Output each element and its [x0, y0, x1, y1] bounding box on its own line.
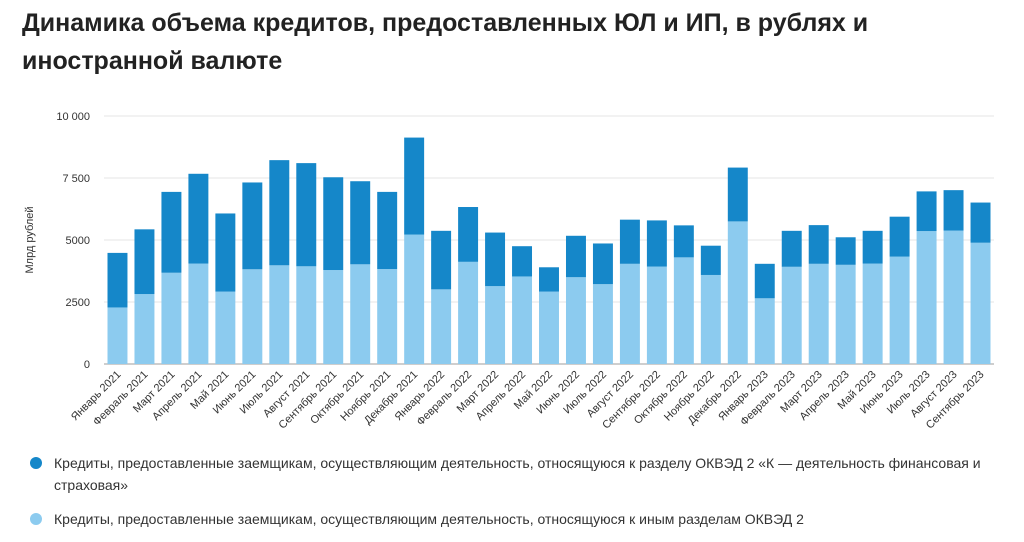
bar-segment-finance	[377, 191, 398, 270]
legend-swatch-other	[30, 513, 42, 525]
bar-segment-other	[404, 234, 425, 364]
bar-segment-finance	[296, 163, 317, 267]
bar-segment-other	[485, 286, 506, 364]
bar-segment-other	[269, 265, 290, 364]
legend-item-other: Кредиты, предоставленные заемщикам, осущ…	[30, 508, 990, 530]
y-tick-label: 10 000	[56, 111, 90, 123]
bar-segment-finance	[862, 230, 883, 264]
bar-segment-finance	[350, 181, 371, 265]
bar-segment-other	[188, 263, 209, 364]
bar-segment-finance	[512, 246, 533, 277]
bar-segment-other	[862, 263, 883, 364]
bar-segment-finance	[970, 202, 991, 243]
bar-segment-other	[512, 276, 533, 364]
bar-segment-finance	[539, 267, 559, 292]
bar-segment-finance	[485, 232, 506, 287]
bar-segment-other	[242, 269, 263, 364]
bar-segment-finance	[835, 237, 856, 265]
bar-segment-finance	[943, 190, 964, 231]
bar-segment-other	[754, 298, 775, 364]
bar-segment-other	[431, 289, 452, 364]
bar-segment-finance	[565, 235, 586, 278]
bar-segment-other	[619, 263, 640, 364]
bar-segment-other	[700, 274, 721, 364]
bar-segment-other	[592, 284, 613, 364]
bar-segment-finance	[646, 220, 667, 267]
chart-title: Динамика объема кредитов, предоставленны…	[22, 9, 869, 75]
bar-segment-finance	[269, 160, 290, 266]
bar-segment-finance	[458, 207, 479, 262]
bar-segment-other	[350, 264, 371, 364]
bar-segment-other	[943, 230, 964, 364]
chart-legend: Кредиты, предоставленные заемщикам, осущ…	[30, 452, 990, 530]
y-axis-label: Млрд рублей	[24, 206, 36, 273]
bar-segment-other	[323, 270, 344, 364]
bar-segment-other	[107, 307, 128, 364]
bar-segment-finance	[808, 225, 829, 264]
legend-label-finance: Кредиты, предоставленные заемщикам, осущ…	[54, 455, 981, 493]
bar-segment-other	[646, 266, 667, 364]
bar-segment-finance	[107, 252, 128, 308]
y-tick-label: 0	[84, 359, 90, 371]
bar-segment-other	[215, 291, 236, 364]
bar-segment-other	[835, 264, 856, 364]
bar-segment-other	[808, 263, 829, 364]
bar-segment-other	[565, 277, 586, 364]
bar-segment-other	[539, 291, 559, 364]
bar-segment-finance	[592, 243, 613, 285]
legend-item-finance: Кредиты, предоставленные заемщикам, осущ…	[30, 452, 990, 496]
bar-segment-finance	[727, 167, 748, 222]
bar-segment-other	[889, 256, 910, 364]
bar-segment-other	[134, 294, 155, 364]
bar-segment-other	[970, 242, 991, 364]
bar-segment-finance	[700, 245, 721, 275]
bar-segment-finance	[916, 191, 937, 232]
bar-segment-finance	[134, 229, 155, 295]
y-tick-label: 7 500	[62, 173, 90, 185]
bar-segment-other	[916, 231, 937, 364]
y-tick-label: 5000	[66, 235, 90, 247]
bar-segment-finance	[242, 182, 263, 270]
bar-segment-finance	[889, 216, 910, 257]
bar-segment-finance	[754, 263, 775, 299]
bar-segment-other	[673, 257, 694, 364]
bar-segment-finance	[431, 230, 452, 290]
bar-segment-finance	[323, 177, 344, 271]
bar-segment-other	[727, 221, 748, 364]
bar-segment-finance	[215, 213, 236, 292]
bar-segment-other	[296, 266, 317, 364]
bar-segment-finance	[404, 137, 425, 235]
bar-segment-finance	[619, 219, 640, 264]
bar-segment-other	[161, 272, 182, 364]
bar-segment-finance	[161, 191, 182, 273]
y-tick-label: 2500	[66, 297, 90, 309]
bar-segment-finance	[673, 225, 694, 258]
bar-segment-other	[781, 266, 802, 364]
bar-segment-finance	[781, 230, 802, 267]
bar-segment-other	[458, 261, 479, 364]
legend-swatch-finance	[30, 457, 42, 469]
bar-segment-finance	[188, 173, 209, 264]
bar-segment-other	[377, 269, 398, 364]
legend-label-other: Кредиты, предоставленные заемщикам, осущ…	[54, 511, 804, 527]
